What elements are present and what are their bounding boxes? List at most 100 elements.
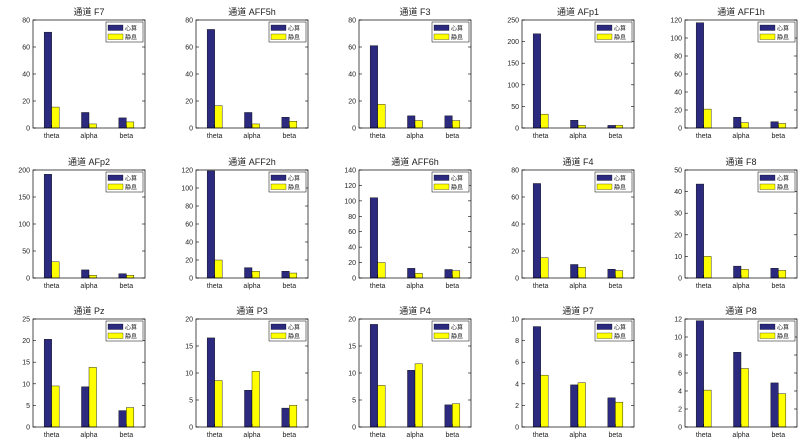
- bar-series1: [118, 273, 127, 279]
- bar-series2: [51, 385, 60, 428]
- chart-title: 通道 P7: [562, 305, 594, 316]
- bar-series1: [733, 352, 742, 428]
- y-tick-label: 80: [22, 18, 30, 25]
- bar-series2: [740, 122, 749, 129]
- bar-series1: [733, 116, 742, 129]
- y-tick-label: 140: [344, 168, 356, 175]
- legend-label: 静息: [451, 333, 463, 341]
- legend-swatch: [107, 332, 124, 339]
- legend-swatch: [433, 183, 450, 190]
- y-tick-label: 40: [348, 245, 356, 252]
- y-tick-label: 120: [181, 168, 193, 175]
- y-tick-label: 40: [511, 222, 519, 229]
- y-tick-label: 20: [511, 249, 519, 256]
- bar-series2: [251, 271, 260, 279]
- chart-title: 通道 F3: [399, 6, 430, 17]
- y-tick-label: 5: [352, 398, 356, 405]
- x-tick-label: beta: [609, 133, 623, 140]
- x-tick-label: beta: [120, 283, 134, 290]
- chart-title: 通道 AFF1h: [717, 6, 765, 17]
- bar-series1: [407, 268, 416, 279]
- x-tick-label: alpha: [732, 283, 749, 290]
- legend-swatch: [596, 332, 613, 339]
- x-tick-label: theta: [44, 133, 60, 140]
- bar-series1: [369, 324, 378, 428]
- y-tick-label: 50: [511, 104, 519, 111]
- y-tick-label: 200: [18, 168, 30, 175]
- axes-box: [32, 318, 146, 428]
- bar-series1: [695, 320, 704, 428]
- bar-series2: [377, 262, 386, 279]
- bar-series2: [740, 269, 749, 279]
- y-tick-label: 80: [511, 168, 519, 175]
- y-tick-label: 0: [189, 425, 193, 432]
- axes-box: [521, 19, 635, 129]
- y-tick-label: 120: [670, 18, 682, 25]
- y-tick-label: 40: [22, 72, 30, 79]
- bar-series1: [281, 116, 290, 129]
- x-tick-label: beta: [446, 432, 460, 439]
- legend-label: 静息: [125, 333, 137, 341]
- y-tick-label: 8: [515, 338, 519, 345]
- y-tick-label: 30: [674, 211, 682, 218]
- x-tick-label: theta: [370, 283, 386, 290]
- y-tick-label: 0: [515, 126, 519, 133]
- legend-label: 静息: [777, 34, 789, 42]
- x-tick-label: theta: [44, 283, 60, 290]
- legend-swatch: [759, 174, 776, 181]
- axes-box: [358, 169, 472, 279]
- bar-series2: [88, 275, 97, 279]
- x-tick-label: beta: [772, 283, 786, 290]
- y-tick-label: 80: [185, 18, 193, 25]
- legend-swatch: [596, 24, 613, 31]
- y-tick-label: 100: [181, 186, 193, 193]
- y-tick-label: 20: [674, 232, 682, 239]
- bar-series1: [118, 117, 127, 129]
- y-tick-label: 60: [185, 45, 193, 52]
- bar-series2: [251, 371, 260, 428]
- y-tick-label: 8: [678, 353, 682, 360]
- y-tick-label: 60: [348, 45, 356, 52]
- bar-series2: [615, 270, 624, 279]
- y-tick-label: 15: [185, 344, 193, 351]
- legend-label: 静息: [451, 34, 463, 42]
- legend-label: 心算: [288, 25, 300, 33]
- chart-title: 通道 AFp2: [68, 156, 110, 167]
- axes-box: [358, 19, 472, 129]
- y-tick-label: 0: [352, 126, 356, 133]
- x-tick-label: alpha: [569, 133, 586, 140]
- legend-label: 静息: [614, 34, 626, 42]
- x-tick-label: beta: [772, 133, 786, 140]
- legend-label: 心算: [451, 324, 463, 332]
- axes-box: [358, 318, 472, 428]
- bar-series1: [206, 29, 215, 129]
- bar-series1: [695, 22, 704, 129]
- legend-swatch: [270, 332, 287, 339]
- x-tick-label: alpha: [243, 133, 260, 140]
- bar-series1: [695, 183, 704, 279]
- y-tick-label: 4: [515, 381, 519, 388]
- legend-swatch: [270, 33, 287, 40]
- x-tick-label: alpha: [80, 283, 97, 290]
- y-tick-label: 250: [507, 18, 519, 25]
- bar-series2: [540, 113, 549, 129]
- y-tick-label: 20: [22, 338, 30, 345]
- x-tick-label: theta: [370, 133, 386, 140]
- bar-series1: [369, 45, 378, 129]
- legend-label: 静息: [777, 184, 789, 192]
- y-tick-label: 60: [674, 72, 682, 79]
- bar-series2: [577, 125, 586, 129]
